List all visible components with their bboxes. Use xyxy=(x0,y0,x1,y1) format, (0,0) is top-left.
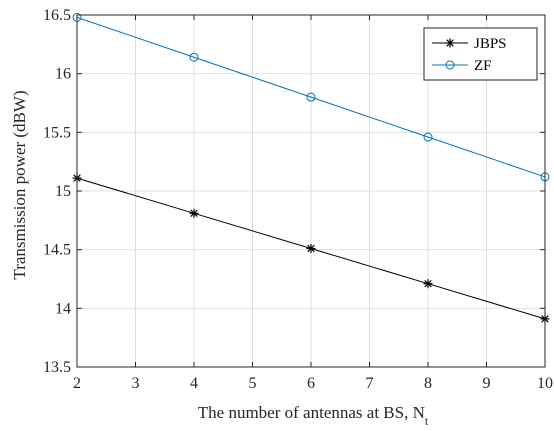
legend-item-zf: ZF xyxy=(432,58,492,74)
y-tick-label: 13.5 xyxy=(43,359,71,376)
x-tick-label: 4 xyxy=(190,375,198,392)
x-tick-label: 2 xyxy=(73,375,81,392)
y-tick-label: 16 xyxy=(55,66,71,83)
x-tick-label: 6 xyxy=(307,375,315,392)
x-tick-label: 3 xyxy=(132,375,140,392)
x-axis-label: The number of antennas at BS, Nt xyxy=(198,403,429,428)
x-axis-label-subscript: t xyxy=(425,414,429,428)
asterisk-stroke xyxy=(190,209,198,218)
series-line-zf xyxy=(76,16,546,178)
legend-item-jbps: JBPS xyxy=(432,36,507,52)
data-point-jbps xyxy=(306,243,316,253)
legend-marker-jbps xyxy=(445,38,455,48)
x-tick-label: 10 xyxy=(537,375,553,392)
data-point-jbps xyxy=(189,208,199,218)
tick-labels: 2 3 4 5 6 7 8 9 10 13.5 14 14.5 15 15.5 16 16.5 xyxy=(43,7,553,392)
y-tick-label: 14 xyxy=(55,300,71,317)
legend-marker-zf xyxy=(445,60,455,70)
legend-box xyxy=(423,27,538,81)
x-tick-label: 7 xyxy=(366,375,374,392)
y-tick-label: 14.5 xyxy=(43,242,71,259)
y-axis-label: Transmission power (dBW) xyxy=(10,90,29,279)
data-point-zf xyxy=(189,52,199,62)
legend: JBPS ZF xyxy=(423,27,538,81)
x-tick-label: 5 xyxy=(249,375,257,392)
y-tick-label: 16.5 xyxy=(43,7,71,24)
axis-ticks xyxy=(76,14,546,368)
data-point-zf xyxy=(306,92,316,102)
y-tick-label: 15.5 xyxy=(43,124,71,141)
x-tick-label: 8 xyxy=(424,375,432,392)
x-tick-label: 9 xyxy=(483,375,491,392)
grid-lines xyxy=(76,14,546,368)
asterisk-stroke xyxy=(446,39,454,47)
data-point-zf xyxy=(423,132,433,142)
y-tick-label: 15 xyxy=(55,183,71,200)
asterisk-stroke xyxy=(307,244,315,253)
asterisk-stroke xyxy=(424,279,432,288)
legend-label-zf: ZF xyxy=(474,58,492,74)
series-layer xyxy=(72,12,550,324)
legend-label-jbps: JBPS xyxy=(474,36,507,52)
data-point-jbps xyxy=(423,279,433,289)
